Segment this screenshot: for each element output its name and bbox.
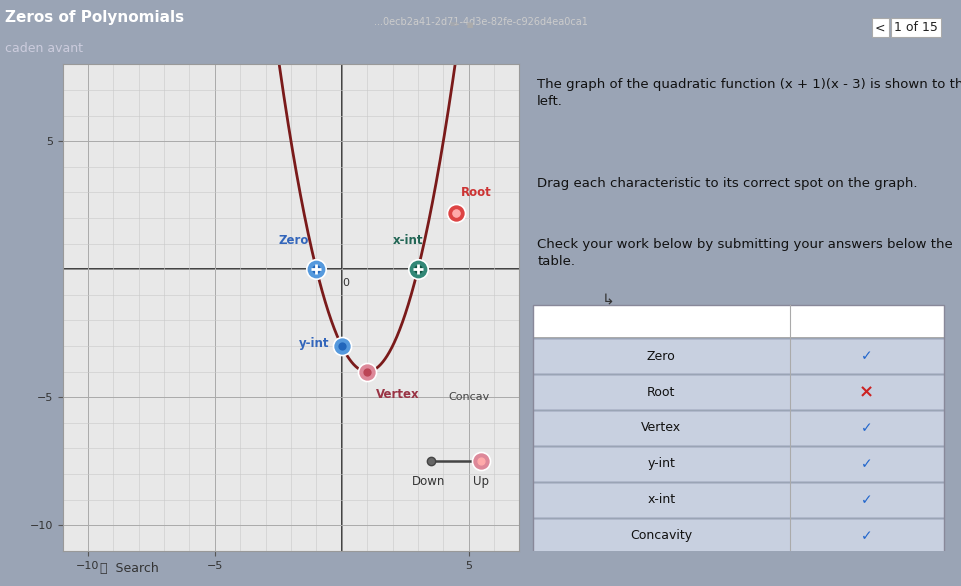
Text: Vertex: Vertex <box>641 421 680 434</box>
FancyBboxPatch shape <box>532 411 943 445</box>
Text: ✓: ✓ <box>860 421 872 435</box>
Text: Drag each characteristic to its correct spot on the graph.: Drag each characteristic to its correct … <box>536 177 917 190</box>
Text: Root: Root <box>460 186 491 199</box>
Text: Zeros of Polynomials: Zeros of Polynomials <box>5 10 184 25</box>
Text: ✓: ✓ <box>860 457 872 471</box>
Text: ↳: ↳ <box>601 292 613 308</box>
Text: Zero: Zero <box>278 234 308 247</box>
Text: Root: Root <box>647 386 675 398</box>
Text: Up: Up <box>473 475 489 488</box>
Text: Check your work below by submitting your answers below the
table.: Check your work below by submitting your… <box>536 239 952 268</box>
Text: y-int: y-int <box>647 458 675 471</box>
Text: 1 of 15: 1 of 15 <box>893 21 937 35</box>
FancyBboxPatch shape <box>532 305 943 337</box>
Text: x-int: x-int <box>647 493 675 506</box>
Text: ✓: ✓ <box>860 493 872 507</box>
Text: ✓: ✓ <box>860 529 872 543</box>
Text: x-int: x-int <box>392 234 423 247</box>
Text: Down: Down <box>411 475 444 488</box>
FancyBboxPatch shape <box>532 447 943 481</box>
Text: The graph of the quadratic function (x + 1)(x - 3) is shown to the
left.: The graph of the quadratic function (x +… <box>536 79 961 108</box>
FancyBboxPatch shape <box>532 519 943 553</box>
Text: ✏  ▪: ✏ ▪ <box>450 20 473 30</box>
FancyBboxPatch shape <box>532 375 943 409</box>
Text: 🔍  Search: 🔍 Search <box>100 562 160 575</box>
Text: Vertex: Vertex <box>376 389 419 401</box>
Text: Concav: Concav <box>448 392 489 402</box>
Text: Zero: Zero <box>646 350 675 363</box>
Text: 0: 0 <box>342 278 349 288</box>
FancyBboxPatch shape <box>532 339 943 373</box>
Text: ...0ecb2a41-2d71-4d3e-82fe-c926d4ea0ca1: ...0ecb2a41-2d71-4d3e-82fe-c926d4ea0ca1 <box>374 17 587 27</box>
FancyBboxPatch shape <box>532 483 943 517</box>
Text: ×: × <box>858 383 874 401</box>
Text: caden avant: caden avant <box>5 42 83 54</box>
Text: Concavity: Concavity <box>629 529 692 542</box>
Text: y-int: y-int <box>298 337 329 350</box>
Text: ✓: ✓ <box>860 349 872 363</box>
Text: <: < <box>875 21 884 35</box>
